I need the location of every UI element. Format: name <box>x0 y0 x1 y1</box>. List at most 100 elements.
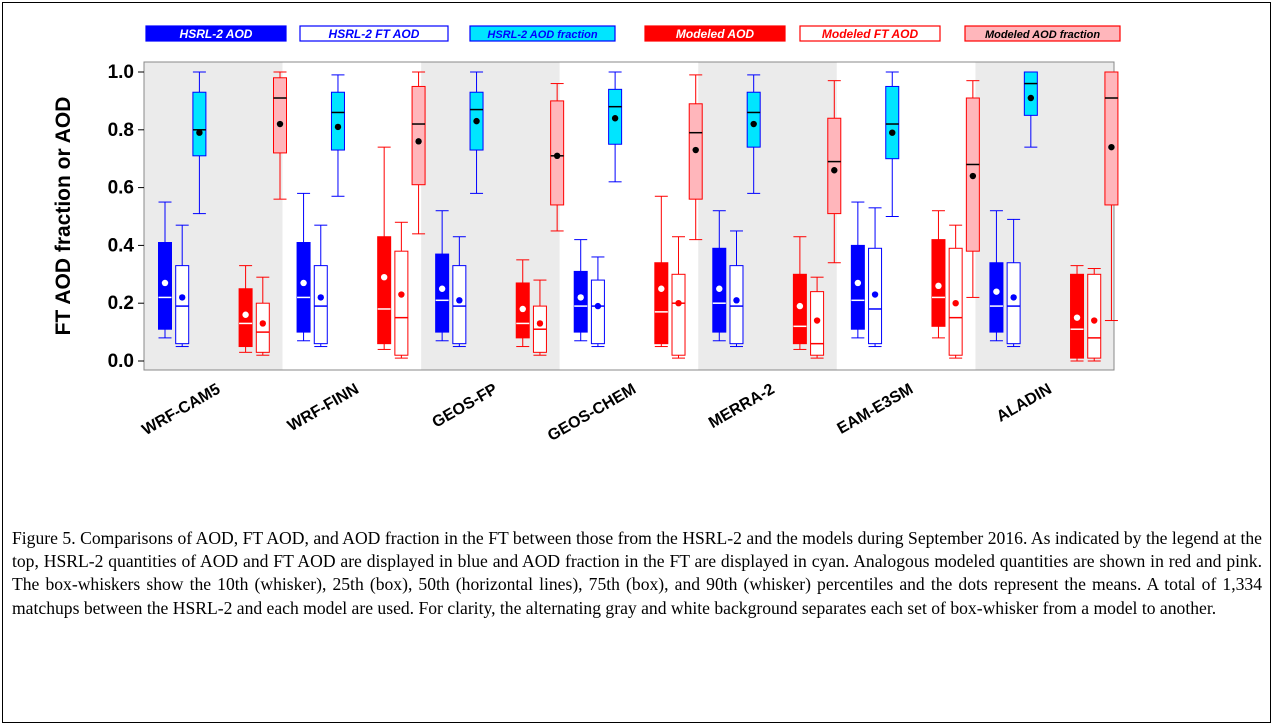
box-geos-fp <box>469 71 484 194</box>
mean-dot <box>242 311 249 318</box>
mean-dot <box>1027 94 1035 102</box>
legend-item: HSRL-2 AOD fraction <box>469 25 616 42</box>
y-tick-label: 1.0 <box>108 62 134 83</box>
box-aladin <box>1070 265 1085 362</box>
box-geos-fp <box>452 236 467 348</box>
mean-dot <box>1073 314 1081 321</box>
box-wrf-finn <box>330 74 345 197</box>
box <box>255 302 270 353</box>
box-aladin <box>1023 71 1038 148</box>
mean-dot <box>716 285 723 292</box>
box-wrf-finn <box>377 146 392 350</box>
box <box>273 77 287 154</box>
box <box>573 270 588 333</box>
plot-frame <box>143 61 1115 371</box>
box <box>654 262 669 345</box>
mean-dot <box>871 291 879 298</box>
legend-label: HSRL-2 AOD fraction <box>487 29 597 41</box>
box-eam-e3sm <box>885 71 900 217</box>
y-tick-label: 0.6 <box>108 178 134 199</box>
series-hsrl-2-aod-fraction <box>192 71 1038 217</box>
mean-dot <box>259 320 266 327</box>
legend-item: HSRL-2 AOD <box>145 25 287 42</box>
y-tick-label: 0.2 <box>108 293 134 314</box>
box-aladin <box>1104 71 1119 322</box>
box <box>746 91 761 148</box>
box <box>989 262 1004 333</box>
mean-dot <box>969 172 977 180</box>
box-geos-fp <box>515 259 530 348</box>
mean-dot <box>438 285 446 292</box>
box <box>827 117 842 215</box>
mean-dot <box>300 279 307 287</box>
legend-label: Modeled AOD fraction <box>985 29 1100 41</box>
mean-dot <box>796 302 804 310</box>
box-eam-e3sm <box>850 201 865 339</box>
box-geos-chem <box>654 195 669 348</box>
legend-swatch <box>799 25 941 42</box>
y-tick-label: 0.0 <box>108 351 134 372</box>
box-wrf-cam5 <box>238 265 253 353</box>
box-merra-2 <box>792 236 807 350</box>
box-merra-2 <box>827 80 842 264</box>
legend-item: Modeled FT AOD <box>799 25 941 42</box>
box-aladin <box>1006 218 1021 348</box>
x-category-label: GEOS-CHEM <box>545 381 639 445</box>
mean-dot <box>993 288 1000 295</box>
box-wrf-finn <box>394 221 409 359</box>
box-merra-2 <box>746 74 761 194</box>
box-eam-e3sm <box>965 80 980 298</box>
box <box>377 236 392 345</box>
mean-dot <box>519 305 526 313</box>
box-wrf-finn <box>411 71 426 235</box>
mean-dot <box>334 123 342 131</box>
x-category-label: ALADIN <box>994 381 1055 426</box>
box-eam-e3sm <box>868 207 883 348</box>
box-aladin <box>989 210 1004 342</box>
series-modeled-aod-fraction <box>273 71 1119 322</box>
plot-border <box>143 61 1115 371</box>
box <box>411 85 426 186</box>
mean-dot <box>675 300 682 307</box>
x-category-label: WRF-FINN <box>285 381 362 435</box>
y-axis: 0.0 0.2 0.4 0.6 0.8 1.0 FT AOD fraction or AOD <box>52 62 144 372</box>
box-geos-fp <box>435 210 450 342</box>
mean-dot <box>952 300 959 307</box>
box <box>1023 71 1038 116</box>
legend-swatch <box>145 25 287 42</box>
mean-dot <box>415 138 422 145</box>
legend-label: Modeled FT AOD <box>822 27 919 41</box>
box <box>192 91 207 157</box>
mean-dot <box>935 282 942 290</box>
x-category-label: MERRA-2 <box>706 381 778 432</box>
box <box>850 244 865 330</box>
box-eam-e3sm <box>931 210 946 339</box>
box <box>330 91 345 151</box>
box-merra-2 <box>712 210 727 342</box>
box-geos-chem <box>671 236 686 359</box>
box-geos-chem <box>608 71 623 183</box>
box-geos-fp <box>532 279 547 356</box>
legend-swatch <box>964 25 1121 42</box>
box-geos-chem <box>590 256 605 348</box>
mean-dot <box>1010 294 1017 301</box>
y-tick-label: 0.4 <box>108 235 135 256</box>
mean-dot <box>196 129 203 136</box>
mean-dot <box>577 294 584 301</box>
box <box>729 265 744 345</box>
mean-dot <box>456 297 463 304</box>
box <box>175 265 190 345</box>
x-category-label: WRF-CAM5 <box>139 381 223 439</box>
series-modeled-ft-aod <box>255 221 1102 362</box>
box-geos-fp <box>550 83 565 232</box>
legend-label: HSRL-2 AOD <box>180 27 253 41</box>
y-tick-label: 0.8 <box>108 120 134 141</box>
mean-dot <box>553 152 561 160</box>
legend-item: HSRL-2 FT AOD <box>299 25 449 42</box>
box <box>885 85 900 160</box>
mean-dot <box>179 294 186 301</box>
box-geos-chem <box>688 74 703 241</box>
box-wrf-finn <box>296 192 311 342</box>
mean-dot <box>536 320 544 327</box>
mean-dot <box>594 302 602 310</box>
